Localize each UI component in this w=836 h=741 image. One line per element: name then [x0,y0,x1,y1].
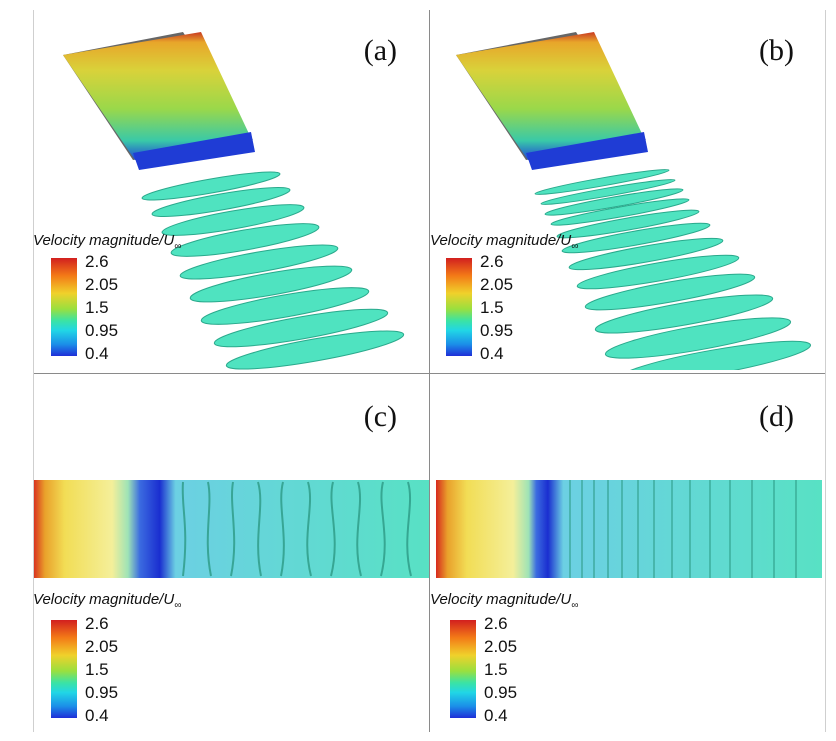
panel-divider-vertical [429,10,430,732]
panel-b: (b) Velocity magnitude/U∞ 2.6 2.05 1.5 0… [430,10,826,370]
colorbar-tick: 1.5 [484,660,508,679]
colorbar-tick-max: 2.6 [480,252,504,271]
colorbar-tick: 1.5 [85,298,109,317]
colorbar-tick-max: 2.6 [85,614,109,633]
colorbar-tick: 0.95 [85,683,119,702]
panel-divider-right [825,10,826,732]
panel-a: (a) Velocity magnitude/U∞ 2.6 2.05 1.5 0… [33,10,429,370]
colorbar-tick: 0.95 [484,683,518,702]
colorbar-tick: 0.95 [85,321,119,340]
colorbar-tick: 2.05 [85,637,119,656]
panel-divider-horizontal [33,373,826,374]
colorbar-tick: 1.5 [480,298,504,317]
colorbar-tick: 1.5 [85,660,109,679]
colorbar [446,258,472,356]
legend-title: Velocity magnitude/U∞ [33,591,182,611]
wing-vortex-render-b [456,32,812,370]
colorbar [450,620,476,718]
panel-label: (c) [363,400,397,433]
panel-label: (b) [759,34,794,67]
colorbar-tick-min: 0.4 [85,344,109,363]
legend-title: Velocity magnitude/U∞ [33,232,182,252]
colorbar-tick: 2.05 [484,637,518,656]
panel-d: (d) Velocity magnitude/U∞ 2.6 2.05 1.5 0… [430,376,826,732]
panel-c: (c) Velocity magnitude/U∞ 2.6 2.05 1.5 0… [33,376,429,732]
colorbar-tick: 0.95 [480,321,514,340]
panel-label: (a) [363,34,397,67]
wing-vortex-render-a [63,32,405,370]
topview-vortex-render-d [436,480,822,578]
colorbar-tick-min: 0.4 [480,344,504,363]
colorbar [51,620,77,718]
colorbar-tick-max: 2.6 [484,614,508,633]
colorbar-tick-max: 2.6 [85,252,109,271]
legend-title: Velocity magnitude/U∞ [430,591,579,611]
panel-divider-left [33,10,34,732]
colorbar [51,258,77,356]
colorbar-tick: 2.05 [85,275,119,294]
legend-title: Velocity magnitude/U∞ [430,232,579,252]
panel-label: (d) [759,400,794,433]
colorbar-tick: 2.05 [480,275,514,294]
topview-vortex-render-c [33,480,429,578]
colorbar-tick-min: 0.4 [85,706,109,725]
colorbar-tick-min: 0.4 [484,706,508,725]
